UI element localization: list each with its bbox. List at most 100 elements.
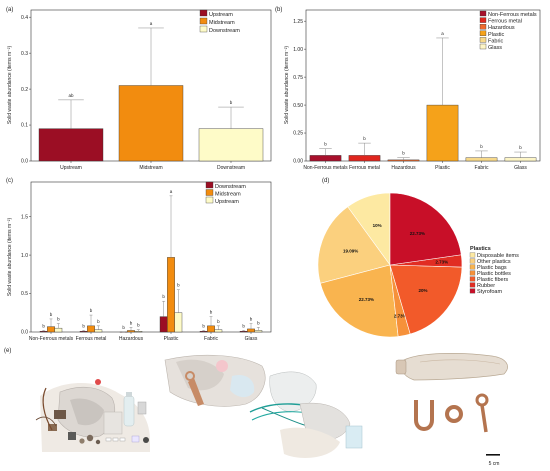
y-tick-label: 0.0 xyxy=(21,330,28,336)
legend-swatch xyxy=(469,276,476,282)
panel-label: (c) xyxy=(6,178,13,184)
bar xyxy=(94,329,103,333)
bar xyxy=(159,316,168,333)
x-tick-label: Non-Ferrous metals xyxy=(303,165,348,171)
y-tick-label: 1.0 xyxy=(21,253,28,259)
y-tick-label: 0.5 xyxy=(21,291,28,297)
bar xyxy=(167,257,175,333)
legend-swatch xyxy=(199,17,208,25)
x-tick-label: Hazardous xyxy=(391,165,416,171)
y-axis-label: Solid waste abundance (items m⁻²) xyxy=(284,46,290,125)
bar xyxy=(118,85,184,162)
panel-a-bar-chart: (a) 0.0 0.1 0.2 0.3 0.4 Solid waste abundance … xyxy=(6,7,272,171)
legend-swatch xyxy=(479,17,487,23)
panel-label: (d) xyxy=(322,178,329,184)
significance-letter: b xyxy=(162,294,165,299)
waste-photo-3 xyxy=(395,353,508,433)
legend-swatch xyxy=(479,10,487,17)
bar xyxy=(54,327,63,333)
legend-swatch xyxy=(469,252,476,258)
bar xyxy=(39,331,48,333)
x-tick-label: Fabric xyxy=(204,336,218,342)
legend-entry: Midstream xyxy=(209,20,235,26)
significance-letter: b xyxy=(402,151,405,156)
slice-label: 2.73% xyxy=(394,313,407,318)
slice-label: 10% xyxy=(373,223,382,228)
x-tick-label: Glass xyxy=(245,336,258,342)
legend-entry: Rubber xyxy=(477,283,495,289)
x-tick-label: Glass xyxy=(514,165,527,171)
slice-label: 22.73% xyxy=(410,231,425,236)
significance-letter: b xyxy=(122,325,125,330)
bar xyxy=(254,330,263,333)
y-axis-label: Solid waste abundance (items m⁻²) xyxy=(7,46,13,125)
legend-entry: Plastic bags xyxy=(477,265,507,271)
bar xyxy=(199,331,208,333)
panel-b-bar-chart: (b) 0.00 0.25 0.50 0.75 1.00 1.25 Solid waste a… xyxy=(275,7,541,171)
legend-entry: Midstream xyxy=(215,192,241,198)
y-tick-label: 0.1 xyxy=(21,123,28,129)
y-tick-label: 0.0 xyxy=(21,159,28,165)
significance-letter: b xyxy=(250,317,253,322)
bar xyxy=(47,326,55,333)
legend-swatch xyxy=(469,282,476,288)
slice-label: 22.73% xyxy=(359,297,374,302)
legend-swatch xyxy=(205,189,214,196)
significance-letter: b xyxy=(57,317,60,322)
bar xyxy=(214,329,223,333)
legend-entry: Other plastics xyxy=(477,259,511,265)
significance-letter: b xyxy=(257,320,260,325)
legend-entry: Upstream xyxy=(209,12,233,18)
significance-letter: b xyxy=(363,136,366,141)
legend-swatch xyxy=(479,37,487,43)
x-tick-label: Non-Ferrous metals xyxy=(29,336,74,342)
panel-c-grouped-bar-chart: (c) 0.0 0.5 1.0 1.5 Solid waste abundance (it… xyxy=(6,178,272,342)
pie-slice xyxy=(389,192,462,266)
slice-label: 20% xyxy=(419,288,428,293)
x-tick-label: Ferrous metal xyxy=(76,336,107,342)
x-tick-label: Downstream xyxy=(217,165,245,171)
bar xyxy=(134,331,143,333)
x-tick-label: Ferrous metal xyxy=(349,165,380,171)
significance-letter: b xyxy=(177,283,180,288)
waste-photo-2 xyxy=(164,354,363,458)
bar xyxy=(239,331,248,333)
legend-entry: Fabric xyxy=(488,38,504,44)
bar xyxy=(504,157,537,162)
y-tick-label: 0.00 xyxy=(293,159,303,165)
bar xyxy=(79,331,88,333)
panel-label: (a) xyxy=(6,7,13,13)
bar xyxy=(465,157,498,162)
plot-frame xyxy=(305,9,541,162)
legend-entry: Upstream xyxy=(215,199,239,205)
pie-slice xyxy=(317,206,391,284)
legend-entry: Non-Ferrous metals xyxy=(488,12,537,18)
legend-swatch xyxy=(469,270,476,276)
scale-bar-label: 5 cm xyxy=(489,461,500,467)
x-tick-label: Midstream xyxy=(139,165,162,171)
plot-frame xyxy=(30,181,272,333)
legend-entry: Downstream xyxy=(215,184,246,190)
bar xyxy=(38,128,104,162)
bar xyxy=(207,325,215,333)
legend-swatch xyxy=(479,43,487,50)
significance-letter: b xyxy=(230,100,233,105)
legend-entry: Disposable items xyxy=(477,253,519,259)
waste-photo-1 xyxy=(35,379,150,452)
legend-swatch xyxy=(469,258,476,264)
legend-entry: Glass xyxy=(488,45,502,51)
bar xyxy=(87,325,95,333)
significance-letter: b xyxy=(210,310,213,315)
significance-letter: b xyxy=(242,323,245,328)
y-tick-label: 0.75 xyxy=(293,75,303,81)
bar xyxy=(247,328,255,333)
significance-letter: a xyxy=(150,21,153,26)
significance-letter: a xyxy=(170,189,173,194)
significance-letter: b xyxy=(324,142,327,147)
bar xyxy=(348,155,381,162)
bar xyxy=(174,312,183,333)
y-axis-label: Solid waste abundance (items m⁻²) xyxy=(7,218,13,297)
legend-entry: Downstream xyxy=(209,28,240,34)
significance-letter: b xyxy=(202,323,205,328)
legend-swatch xyxy=(479,24,487,30)
